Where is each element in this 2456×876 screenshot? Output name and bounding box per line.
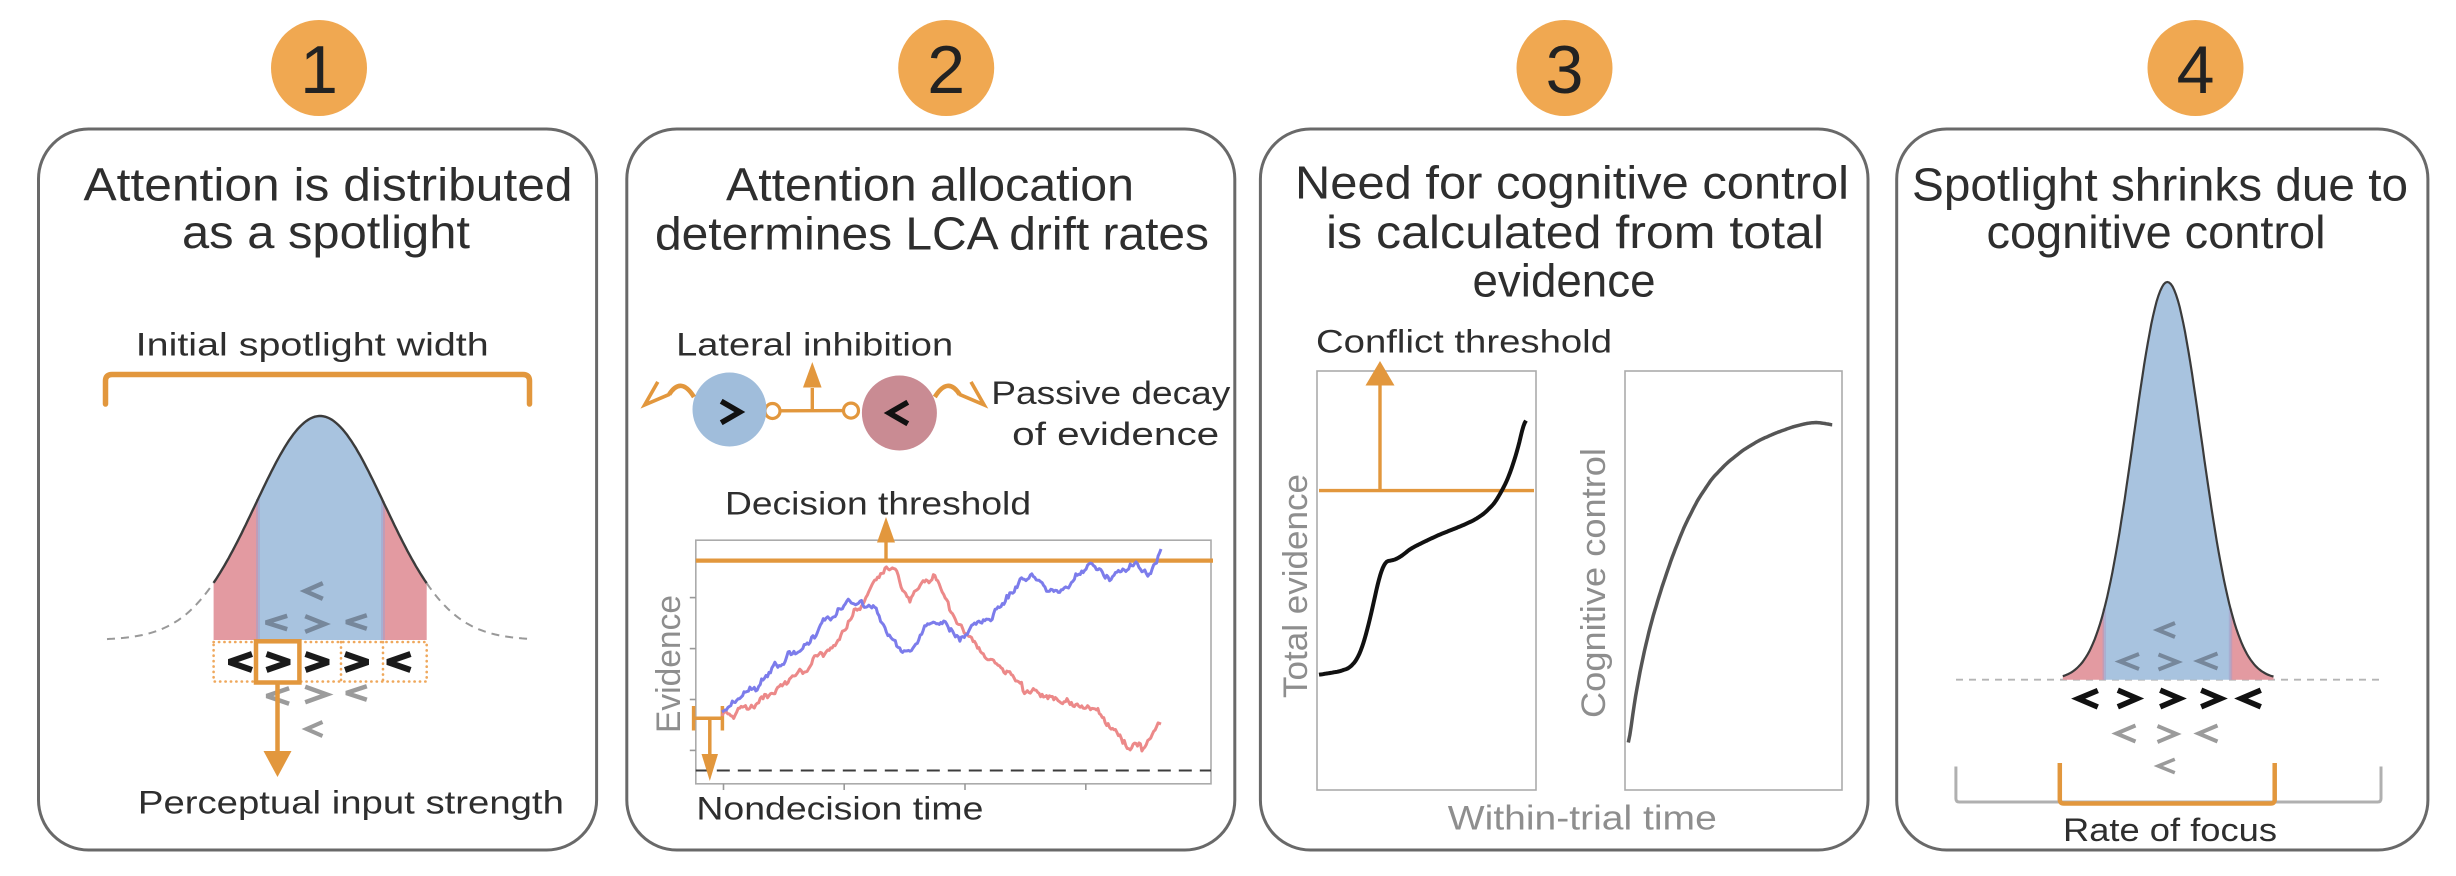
svg-text:Attention allocation: Attention allocation — [726, 158, 1134, 210]
svg-text:Spotlight shrinks due to: Spotlight shrinks due to — [1912, 159, 2408, 211]
svg-text:Lateral inhibition: Lateral inhibition — [676, 326, 953, 362]
svg-text:Perceptual input strength: Perceptual input strength — [138, 785, 564, 821]
svg-text:Rate of focus: Rate of focus — [2063, 812, 2277, 848]
svg-text:evidence: evidence — [1473, 254, 1656, 306]
svg-text:Cognitive control: Cognitive control — [1575, 448, 1613, 718]
svg-text:determines LCA drift rates: determines LCA drift rates — [655, 208, 1209, 260]
svg-text:Need for cognitive control: Need for cognitive control — [1295, 156, 1849, 208]
svg-text:is calculated from total: is calculated from total — [1326, 206, 1824, 258]
svg-text:Within-trial time: Within-trial time — [1448, 799, 1717, 837]
svg-text:Evidence: Evidence — [650, 595, 688, 733]
svg-text:Attention is distributed: Attention is distributed — [84, 158, 573, 210]
svg-text:1: 1 — [300, 32, 338, 108]
svg-text:2: 2 — [927, 32, 965, 108]
svg-text:as a spotlight: as a spotlight — [182, 206, 470, 258]
svg-text:4: 4 — [2177, 32, 2215, 108]
svg-text:of evidence: of evidence — [1012, 416, 1219, 452]
svg-text:Conflict threshold: Conflict threshold — [1316, 324, 1612, 360]
svg-text:Total evidence: Total evidence — [1277, 474, 1315, 698]
svg-text:cognitive control: cognitive control — [1987, 206, 2326, 258]
svg-text:Nondecision time: Nondecision time — [696, 791, 983, 827]
svg-text:Initial spotlight width: Initial spotlight width — [136, 327, 489, 363]
svg-text:Passive decay: Passive decay — [991, 375, 1230, 411]
svg-text:3: 3 — [1546, 32, 1584, 108]
svg-text:Decision threshold: Decision threshold — [725, 486, 1031, 522]
